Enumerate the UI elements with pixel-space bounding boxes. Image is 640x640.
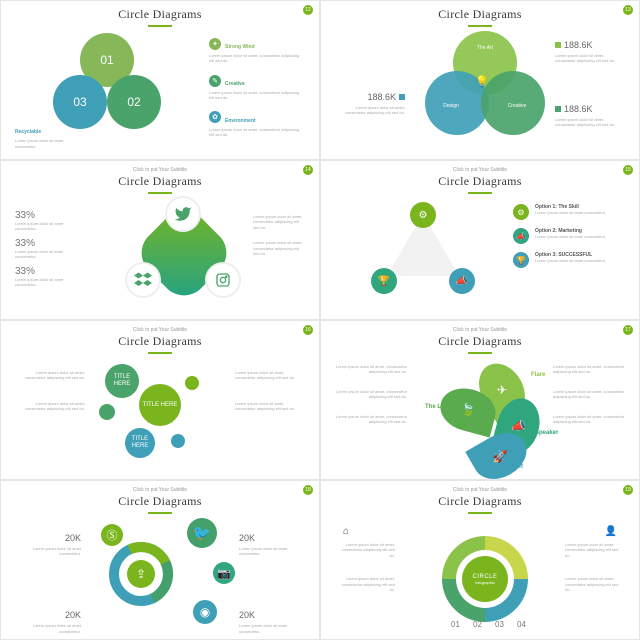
lorem-left: Lorem ipsum dolor sit amet, consectetur … [335, 542, 395, 592]
share-icon: ⇪ [127, 560, 155, 588]
slide-1: 12 Circle Diagrams 01 02 03 ✦Strong Wind… [0, 0, 320, 160]
slide-title: Circle Diagrams [9, 334, 311, 349]
lorem-left: Lorem ipsum dolor sit amet, consectetur … [335, 364, 407, 424]
seg-01: 01 [451, 620, 460, 629]
legend-right: ✦Strong WindLorem ipsum dolor sit amet, … [209, 35, 305, 145]
bulb-icon: 💡 [475, 75, 489, 88]
slide-8: 19 Click to put Your Subtitle Circle Dia… [320, 480, 640, 640]
petal-diagram: ✈🍃📣🚀FlareThe LeafSpeakerRocket [419, 358, 551, 476]
legend-bottom-left: Recyclable Lorem ipsum dolor sit amet co… [15, 120, 75, 149]
home-icon: ⌂ [343, 526, 349, 537]
instagram-icon [205, 262, 241, 298]
page-badge: 17 [623, 325, 633, 335]
venn-diagram: The Art Design Creative 💡 [425, 31, 545, 143]
gear-node-icon: ⚙ [410, 202, 436, 228]
bubble [99, 404, 115, 420]
page-badge: 16 [303, 325, 313, 335]
bubble: TITLE HERE [105, 364, 139, 398]
twitter-icon [165, 196, 201, 232]
rounded-triangle-diagram [109, 198, 259, 310]
title-rule [148, 25, 172, 27]
creative-icon: ✎ [209, 75, 221, 87]
skype-satellite-icon: Ⓢ [101, 524, 123, 546]
slide-7: 18 Click to put Your Subtitle Circle Dia… [0, 480, 320, 640]
gear-icon: ⚙ [513, 204, 529, 220]
page-badge: 19 [623, 485, 633, 495]
slide-title: Circle Diagrams [329, 174, 631, 189]
page-badge: 13 [623, 5, 633, 15]
trophy-icon: 🏆 [513, 252, 529, 268]
megaphone-icon: 📣 [513, 228, 529, 244]
stat-tl: 20KLorem ipsum dolor sit amet consectetu… [15, 528, 81, 557]
slide-4: 15 Click to put Your Subtitle Circle Dia… [320, 160, 640, 320]
bubble: TITLE HERE [125, 428, 155, 458]
donut-satellite-diagram: ⇪ Ⓢ 🐦 📷 ◉ [101, 518, 251, 636]
dropbox-icon [125, 262, 161, 298]
triangle-nodes-diagram: ⚙ 🏆 📣 [357, 204, 487, 308]
lorem-right: Lorem ipsum dolor sit amet, consectetur … [565, 542, 625, 592]
seg-04: 04 [517, 620, 526, 629]
lorem-right: Lorem ipsum dolor sit amet, consectetur … [253, 214, 303, 256]
trophy-node-icon: 🏆 [371, 268, 397, 294]
slide-title: Circle Diagrams [9, 174, 311, 189]
slide-6: 17 Click to put Your Subtitle Circle Dia… [320, 320, 640, 480]
petal-label: Speaker [535, 430, 558, 436]
instagram-satellite-icon: ◉ [193, 600, 217, 624]
page-badge: 14 [303, 165, 313, 175]
options-list: ⚙Option 1: The SkillLorem ipsum dolor si… [513, 204, 623, 276]
slide-title: Circle Diagrams [329, 334, 631, 349]
bubble [171, 434, 185, 448]
circle-02: 02 [107, 75, 161, 129]
bubble [185, 376, 199, 390]
page-badge: 18 [303, 485, 313, 495]
slide-5: 16 Click to put Your Subtitle Circle Dia… [0, 320, 320, 480]
slide-title: Circle Diagrams [329, 494, 631, 509]
percent-list: 33%Lorem ipsum dolor sit amet consectetu… [15, 204, 75, 287]
user-icon: 👤 [605, 526, 617, 537]
wind-icon: ✦ [209, 38, 221, 50]
stat-3: 188.6KLorem ipsum dolor sit amet, consec… [555, 99, 625, 128]
megaphone-node-icon: 📣 [449, 268, 475, 294]
seg-03: 03 [495, 620, 504, 629]
center-core: CIRCLEInfographic [462, 556, 508, 602]
twitter-satellite-icon: 🐦 [187, 518, 217, 548]
lorem-right: Lorem ipsum dolor sit amet, consectetur … [235, 370, 305, 412]
stat-2: 188.6KLorem ipsum dolor sit amet, consec… [335, 87, 405, 116]
slide-2: 13 Circle Diagrams The Art Design Creati… [320, 0, 640, 160]
petal-label: The Leaf [425, 404, 450, 410]
slide-3: 14 Click to put Your Subtitle Circle Dia… [0, 160, 320, 320]
slide-title: Circle Diagrams [329, 7, 631, 22]
slide-title: Circle Diagrams [9, 7, 311, 22]
stat-bl: 20KLorem ipsum dolor sit amet consectetu… [15, 605, 81, 634]
arc-segment-diagram: CIRCLEInfographic 01 02 03 04 [415, 524, 555, 636]
page-badge: 12 [303, 5, 313, 15]
bubble-cluster: TITLE HERETITLE HERETITLE HERE [95, 356, 235, 474]
lorem-left: Lorem ipsum dolor sit amet, consectetur … [15, 370, 85, 412]
camera-satellite-icon: 📷 [213, 562, 235, 584]
slide-title: Circle Diagrams [9, 494, 311, 509]
petal-label: Rocket [503, 464, 523, 470]
page-badge: 15 [623, 165, 633, 175]
lorem-right: Lorem ipsum dolor sit amet, consectetur … [553, 364, 625, 424]
stat-1: 188.6KLorem ipsum dolor sit amet, consec… [555, 35, 625, 64]
bubble: TITLE HERE [139, 384, 181, 426]
donut-ring: ⇪ [109, 542, 173, 606]
petal-label: Flare [531, 372, 545, 378]
environment-icon: ✿ [209, 111, 221, 123]
seg-02: 02 [473, 620, 482, 629]
